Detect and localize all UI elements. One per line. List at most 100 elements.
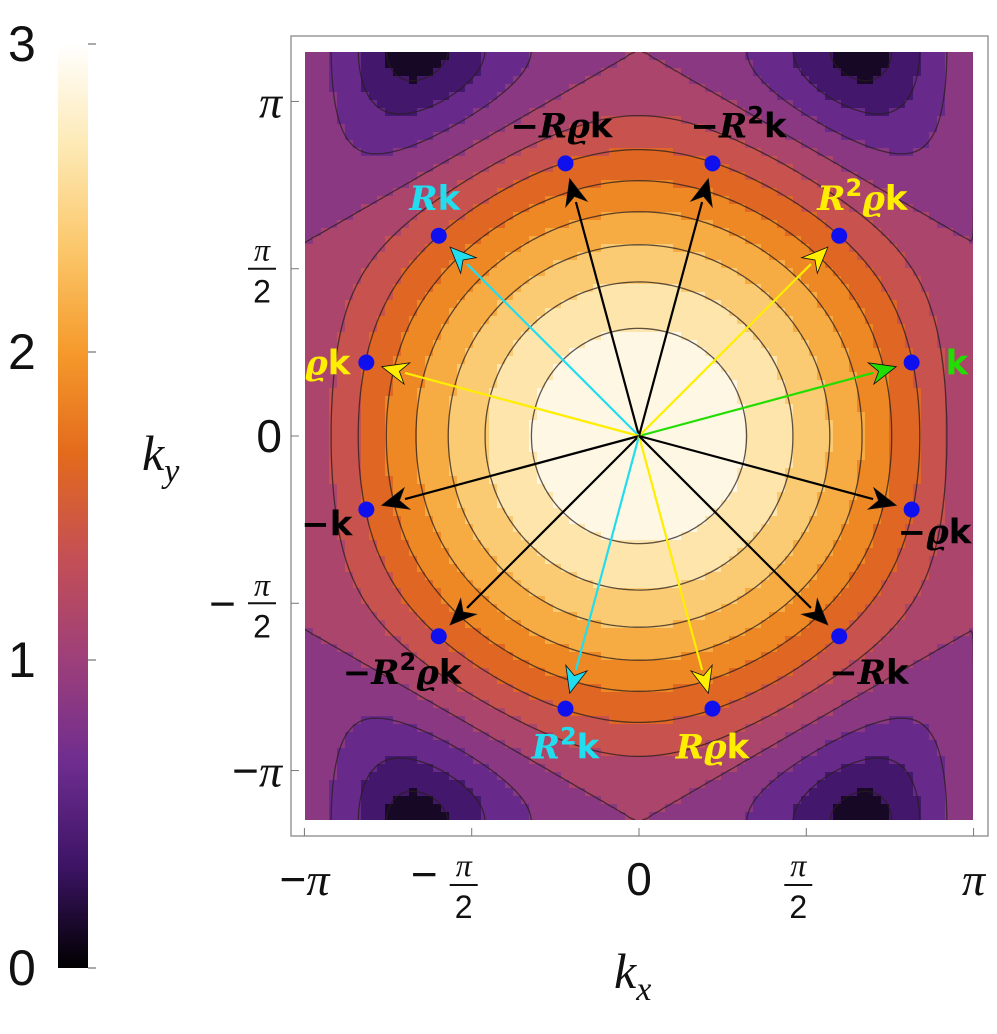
heat-cell	[681, 412, 690, 421]
heat-cell	[625, 444, 634, 453]
heat-cell	[481, 124, 490, 133]
heat-cell	[489, 404, 498, 413]
heat-cell	[713, 380, 722, 389]
heat-cell	[953, 276, 962, 285]
heat-cell	[961, 484, 970, 493]
heat-cell	[849, 380, 858, 389]
heat-cell	[745, 388, 754, 397]
heat-cell	[377, 412, 386, 421]
heat-cell	[769, 324, 778, 333]
heat-cell	[753, 108, 762, 117]
heat-cell	[681, 52, 690, 61]
heat-cell	[905, 100, 914, 109]
heat-cell	[705, 372, 714, 381]
heat-cell	[961, 356, 970, 365]
heat-cell	[761, 308, 770, 317]
heat-cell	[849, 212, 858, 221]
heat-cell	[449, 92, 458, 101]
heat-cell	[585, 492, 594, 501]
heat-cell	[313, 260, 322, 269]
heat-cell	[953, 252, 962, 261]
heat-cell	[377, 172, 386, 181]
heat-cell	[377, 212, 386, 221]
heat-cell	[929, 252, 938, 261]
heat-cell	[897, 172, 906, 181]
heat-cell	[921, 244, 930, 253]
heat-cell	[721, 244, 730, 253]
heat-cell	[665, 508, 674, 517]
heat-cell	[313, 132, 322, 141]
heat-cell	[937, 460, 946, 469]
heat-cell	[625, 460, 634, 469]
heat-cell	[609, 420, 618, 429]
heat-cell	[441, 180, 450, 189]
heat-cell	[857, 276, 866, 285]
heat-cell	[617, 228, 626, 237]
heat-cell	[713, 180, 722, 189]
heat-cell	[857, 132, 866, 141]
heat-cell	[449, 228, 458, 237]
heat-cell	[961, 316, 970, 325]
heat-cell	[537, 76, 546, 85]
heat-cell	[849, 500, 858, 509]
heat-cell	[449, 452, 458, 461]
heat-cell	[897, 476, 906, 485]
heat-cell	[793, 164, 802, 173]
heat-cell	[681, 332, 690, 341]
heat-cell	[305, 180, 314, 189]
heat-cell	[321, 460, 330, 469]
heat-cell	[505, 228, 514, 237]
heat-cell	[705, 420, 714, 429]
heat-cell	[945, 204, 954, 213]
heat-cell	[649, 476, 658, 485]
heat-cell	[897, 284, 906, 293]
heat-cell	[721, 156, 730, 165]
heat-cell	[529, 396, 538, 405]
heat-cell	[865, 60, 874, 69]
heat-cell	[625, 156, 634, 165]
heat-cell	[841, 204, 850, 213]
heat-cell	[409, 68, 418, 77]
heat-cell	[921, 308, 930, 317]
heat-cell	[369, 404, 378, 413]
heat-cell	[865, 476, 874, 485]
heat-cell	[385, 260, 394, 269]
heat-cell	[657, 388, 666, 397]
heat-cell	[785, 76, 794, 85]
heat-cell	[425, 316, 434, 325]
heat-cell	[473, 340, 482, 349]
heat-cell	[593, 492, 602, 501]
heat-cell	[657, 52, 666, 61]
heat-cell	[601, 156, 610, 165]
heat-cell	[377, 292, 386, 301]
heat-cell	[833, 268, 842, 277]
heat-cell	[337, 140, 346, 149]
heat-cell	[433, 420, 442, 429]
heat-cell	[433, 188, 442, 197]
heat-cell	[673, 372, 682, 381]
heat-cell	[457, 52, 466, 61]
heat-cell	[689, 132, 698, 141]
heat-cell	[625, 172, 634, 181]
heat-cell	[913, 276, 922, 285]
heat-cell	[361, 76, 370, 85]
heat-cell	[697, 484, 706, 493]
heat-cell	[937, 268, 946, 277]
heat-cell	[305, 436, 314, 445]
heat-cell	[657, 212, 666, 221]
heat-cell	[849, 84, 858, 93]
heat-cell	[833, 388, 842, 397]
heat-cell	[601, 436, 610, 445]
heat-cell	[945, 68, 954, 77]
heat-cell	[665, 196, 674, 205]
heat-cell	[921, 60, 930, 69]
heat-cell	[729, 324, 738, 333]
heat-cell	[345, 188, 354, 197]
heat-cell	[633, 468, 642, 477]
heat-cell	[401, 348, 410, 357]
heat-cell	[609, 156, 618, 165]
heat-cell	[513, 452, 522, 461]
heat-cell	[865, 428, 874, 437]
heat-cell	[537, 316, 546, 325]
heat-cell	[377, 436, 386, 445]
